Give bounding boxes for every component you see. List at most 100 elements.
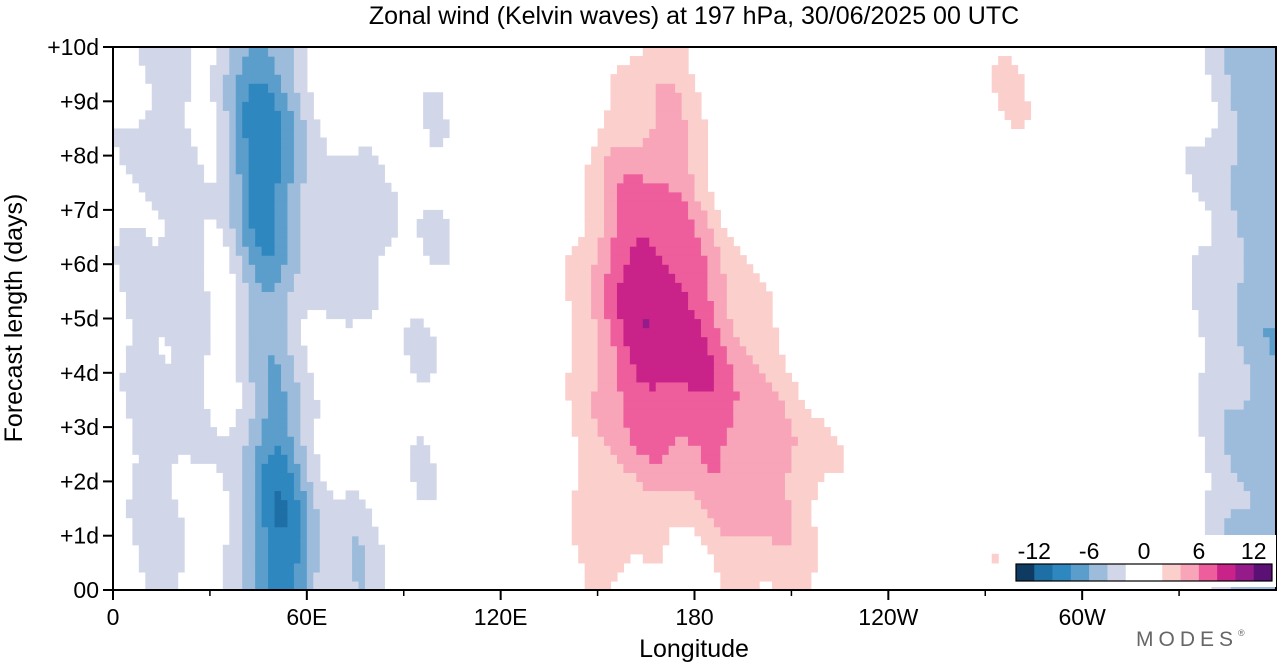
field-cell	[319, 526, 379, 537]
field-cell	[235, 164, 250, 175]
field-cell	[255, 526, 269, 537]
field-cell	[313, 580, 360, 590]
field-cell	[300, 499, 308, 510]
field-cell	[248, 246, 263, 256]
field-cell	[604, 200, 618, 211]
field-cell	[1237, 218, 1276, 229]
field-cell	[261, 246, 276, 256]
field-cell	[784, 472, 825, 482]
field-cell	[119, 155, 198, 166]
field-cell	[287, 237, 301, 247]
field-cell	[364, 553, 385, 564]
field-cell	[694, 173, 709, 184]
field-cell	[119, 273, 205, 283]
y-tick-label: +2d	[60, 468, 99, 494]
field-cell	[1204, 336, 1238, 347]
field-cell	[145, 191, 230, 202]
field-cell	[248, 427, 263, 437]
field-cell	[242, 463, 256, 473]
field-cell	[752, 354, 786, 365]
field-cell	[255, 454, 269, 464]
field-cell	[138, 454, 179, 464]
field-cell	[1243, 264, 1276, 274]
field-cell	[235, 83, 250, 93]
field-cell	[125, 409, 211, 419]
field-cell	[707, 209, 721, 220]
field-cell	[616, 65, 689, 75]
field-cell	[610, 445, 637, 455]
field-cell	[132, 327, 211, 338]
field-cell	[145, 74, 192, 84]
field-cell	[720, 327, 734, 338]
field-cell	[287, 508, 301, 519]
field-cell	[248, 191, 276, 202]
field-cell	[1198, 418, 1225, 428]
field-cell	[261, 490, 276, 501]
field-cell	[248, 309, 289, 320]
field-cell	[584, 571, 618, 582]
field-cell	[119, 264, 205, 274]
field-cell	[784, 399, 805, 410]
field-cell	[242, 535, 256, 546]
field-cell	[293, 65, 308, 75]
field-cell	[358, 535, 379, 546]
field-cell	[616, 291, 689, 301]
field-cell	[113, 246, 205, 256]
field-cell	[280, 155, 295, 166]
field-cell	[616, 209, 689, 220]
field-cell	[306, 445, 314, 455]
field-cell	[132, 463, 172, 473]
field-cell	[584, 200, 605, 211]
field-cell	[358, 146, 373, 157]
field-cell	[255, 472, 263, 482]
field-cell	[300, 463, 308, 473]
field-cell	[306, 508, 321, 519]
field-cell	[726, 354, 754, 365]
field-cell	[597, 363, 618, 374]
field-cell	[571, 535, 670, 546]
field-cell	[616, 363, 637, 374]
field-cell	[306, 137, 327, 148]
field-cell	[242, 182, 250, 193]
field-cell	[1230, 191, 1276, 202]
field-cell	[300, 381, 314, 392]
field-cell	[604, 273, 625, 283]
field-cell	[274, 445, 282, 455]
field-cell	[248, 300, 289, 311]
field-cell	[623, 173, 644, 184]
field-cell	[306, 499, 314, 510]
field-cell	[991, 65, 1019, 75]
field-cell	[578, 481, 644, 492]
field-cell	[700, 237, 715, 247]
field-cell	[1204, 454, 1232, 464]
field-cell	[190, 454, 243, 464]
field-cell	[578, 436, 605, 446]
field-cell	[571, 318, 599, 329]
field-cell	[707, 264, 721, 274]
field-cell	[681, 110, 702, 120]
field-cell	[229, 65, 243, 75]
field-cell	[300, 526, 308, 537]
field-cell	[726, 300, 773, 311]
field-cell	[268, 381, 282, 392]
field-cell	[229, 191, 243, 202]
field-cell	[623, 273, 676, 283]
field-cell	[604, 228, 618, 238]
field-cell	[604, 282, 618, 292]
field-cell	[636, 237, 650, 247]
field-cell	[1243, 399, 1276, 410]
field-cell	[268, 83, 282, 93]
field-cell	[584, 580, 612, 590]
field-cell	[319, 535, 353, 546]
field-cell	[713, 372, 734, 383]
field-cell	[229, 490, 243, 501]
field-cell	[158, 237, 205, 247]
field-cell	[597, 381, 618, 392]
field-cell	[571, 517, 715, 528]
field-cell	[280, 74, 295, 84]
field-cell	[306, 580, 314, 590]
field-cell	[720, 445, 793, 455]
field-cell	[255, 553, 269, 564]
field-cell	[125, 508, 179, 519]
field-cell	[229, 526, 243, 537]
